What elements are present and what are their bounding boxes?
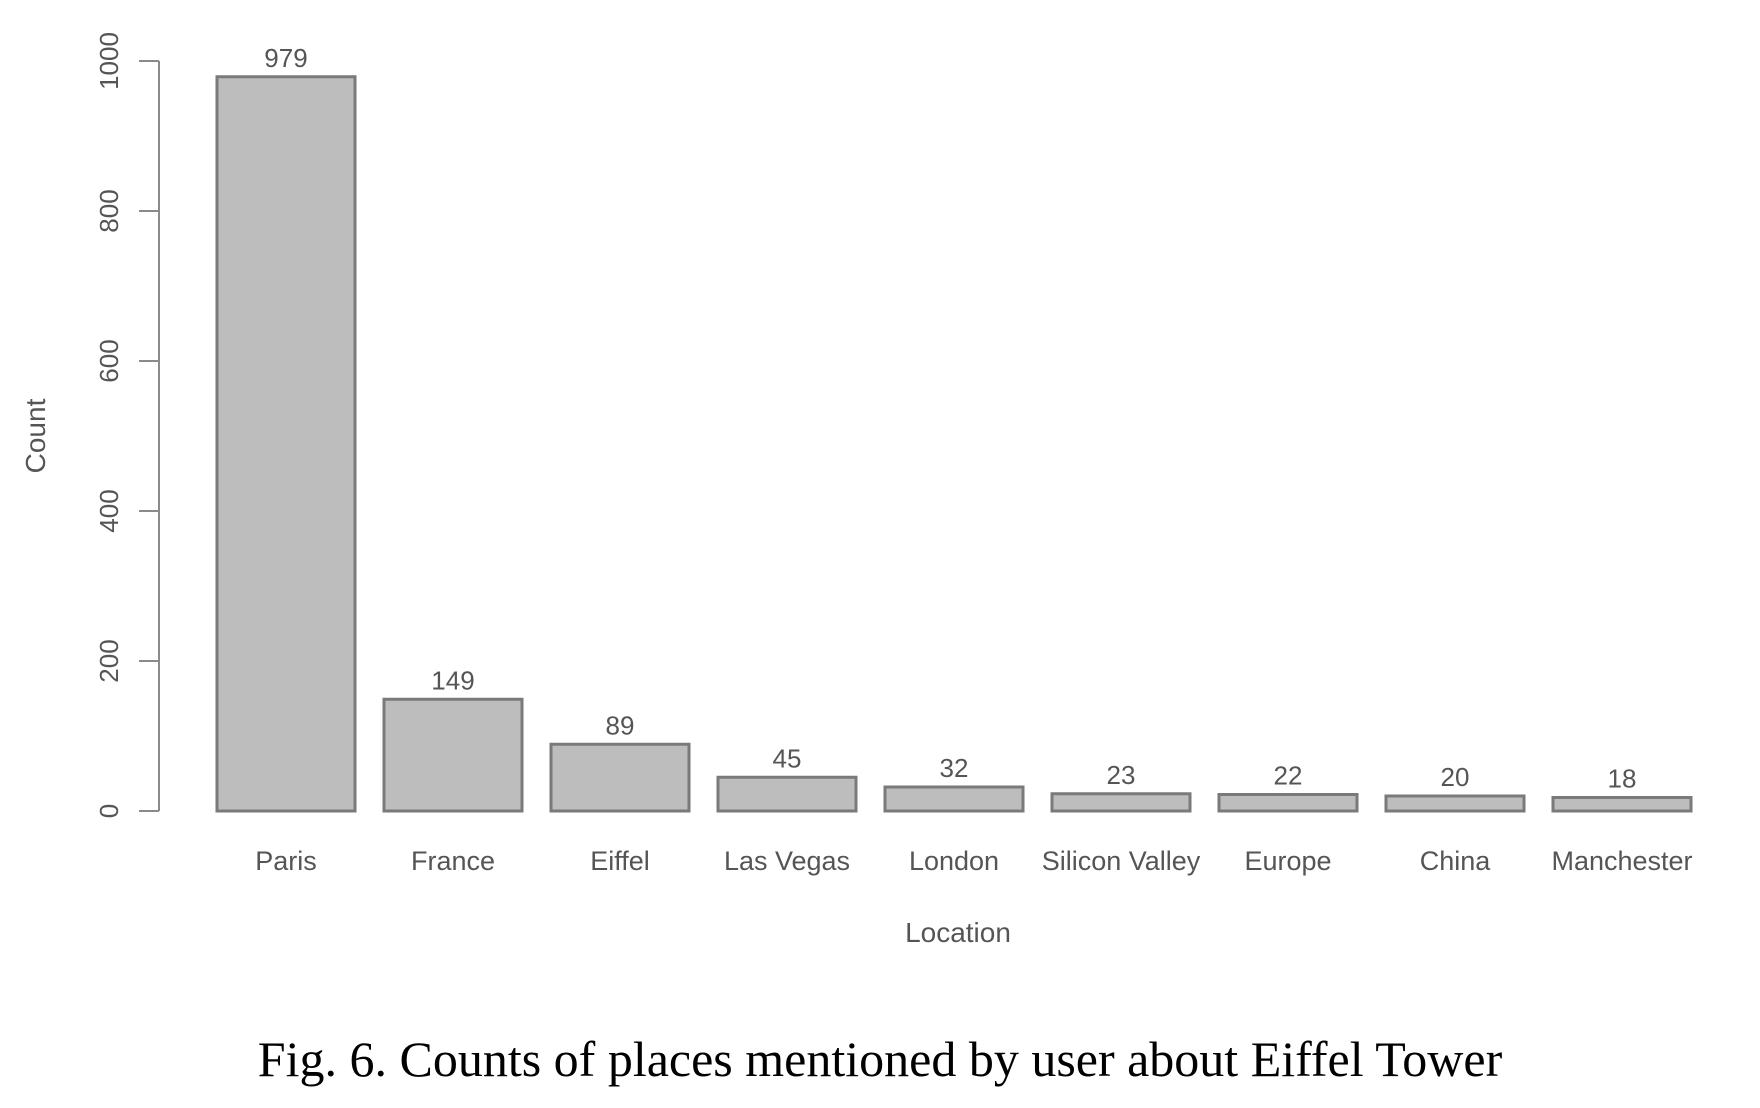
- bar: [1384, 794, 1526, 813]
- bar: [1050, 792, 1192, 813]
- x-tick-label: Silicon Valley: [1042, 846, 1201, 876]
- bar: [215, 75, 357, 813]
- y-tick-label: 400: [94, 489, 124, 532]
- bar-value-label: 45: [773, 743, 802, 773]
- bar: [883, 785, 1025, 813]
- x-tick-label: Europe: [1244, 846, 1331, 876]
- bar: [382, 697, 524, 813]
- y-axis-title: Count: [20, 398, 51, 473]
- y-tick-label: 800: [94, 189, 124, 232]
- bars: [215, 75, 1693, 813]
- bar-value-label: 149: [431, 665, 474, 695]
- figure-caption: Fig. 6. Counts of places mentioned by us…: [257, 1031, 1503, 1087]
- bar-value-label: 20: [1441, 762, 1470, 792]
- x-tick-label: China: [1420, 846, 1492, 876]
- category-labels: Paris France Eiffel Las Vegas London Silicon …: [255, 846, 1692, 876]
- bar: [1217, 793, 1359, 813]
- bar-labels: 979 149 89 45 32 23 22 20 18: [264, 43, 1636, 794]
- bar-value-label: 89: [606, 710, 635, 740]
- y-tick-label: 600: [94, 339, 124, 382]
- bar-value-label: 23: [1107, 760, 1136, 790]
- bar: [1551, 796, 1693, 813]
- x-tick-label: Las Vegas: [724, 846, 850, 876]
- bar-value-label: 22: [1274, 761, 1303, 791]
- y-tick-label: 1000: [94, 32, 124, 90]
- bar-value-label: 32: [940, 753, 969, 783]
- y-tick-label: 0: [94, 804, 124, 818]
- bar-value-label: 979: [264, 43, 307, 73]
- x-tick-label: Paris: [255, 846, 317, 876]
- x-axis-title: Location: [905, 917, 1011, 948]
- x-tick-label: Manchester: [1551, 846, 1692, 876]
- x-tick-label: London: [909, 846, 999, 876]
- x-tick-label: Eiffel: [590, 846, 650, 876]
- y-tick-label: 200: [94, 639, 124, 682]
- y-axis: 0 200 400 600 800 1000: [94, 32, 160, 818]
- bar-value-label: 18: [1608, 764, 1637, 794]
- bar-chart: 0 200 400 600 800 1000 979 149 89 45 32 23 22 20 18 P…: [20, 32, 1693, 948]
- bar: [716, 775, 858, 813]
- bar: [549, 742, 691, 813]
- x-tick-label: France: [411, 846, 495, 876]
